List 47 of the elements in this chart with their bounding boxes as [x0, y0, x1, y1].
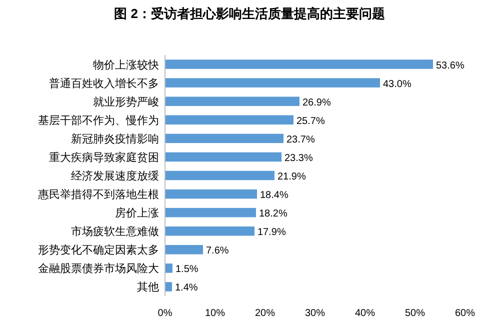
bar [165, 134, 284, 144]
bar [165, 189, 257, 199]
x-tick-label: 30% [304, 308, 326, 319]
y-tick-label: 基层干部不作为、慢作为 [38, 114, 159, 127]
bar [165, 245, 203, 254]
bar [165, 96, 300, 106]
x-tick-label: 50% [404, 308, 426, 319]
data-label: 43.0% [383, 78, 412, 90]
y-tick-label: 房价上涨 [115, 206, 159, 220]
y-tick-label: 形势变化不确定因素太多 [38, 244, 159, 257]
data-label: 18.2% [259, 208, 288, 220]
data-label: 23.7% [286, 134, 315, 146]
bar [165, 226, 254, 236]
data-label: 25.7% [296, 116, 325, 127]
data-label: 1.5% [176, 264, 198, 276]
bar [165, 282, 172, 292]
data-label: 17.9% [258, 227, 286, 238]
bar [165, 170, 274, 180]
data-label: 53.6% [436, 60, 464, 72]
y-tick-label: 重大疾病导致家庭贫困 [49, 150, 159, 164]
y-tick-label: 金融股票债券市场风险大 [38, 262, 159, 276]
y-tick-label: 惠民举措得不到落地生根 [37, 188, 159, 202]
y-tick-label: 物价上涨较快 [93, 58, 159, 72]
x-tick-label: 40% [354, 308, 376, 319]
data-label: 23.3% [284, 152, 313, 164]
data-label: 26.9% [302, 97, 331, 108]
x-tick-label: 60% [454, 308, 476, 319]
y-tick-label: 市场疲软生意难做 [71, 225, 159, 238]
bar [165, 60, 433, 69]
bar [165, 264, 172, 273]
bar [165, 208, 256, 218]
chart-title: 图 2：受访者担心影响生活质量提高的主要问题 [114, 6, 385, 21]
y-tick-label: 经济发展速度放缓 [71, 170, 159, 182]
bar [165, 78, 380, 88]
data-label: 7.6% [206, 246, 229, 257]
x-tick-label: 0% [158, 308, 172, 319]
bar [165, 152, 282, 162]
y-tick-label: 新冠肺炎疫情影响 [71, 132, 159, 146]
x-tick-label: 20% [254, 308, 276, 319]
data-label: 18.4% [260, 190, 288, 202]
y-tick-label: 就业形势严峻 [93, 95, 159, 108]
data-label: 21.9% [278, 172, 306, 182]
y-tick-label: 普通百姓收入增长不多 [49, 76, 159, 90]
y-tick-label: 其他 [137, 280, 159, 294]
data-label: 1.4% [175, 282, 198, 294]
bar [165, 115, 294, 125]
x-tick-label: 10% [204, 308, 226, 319]
